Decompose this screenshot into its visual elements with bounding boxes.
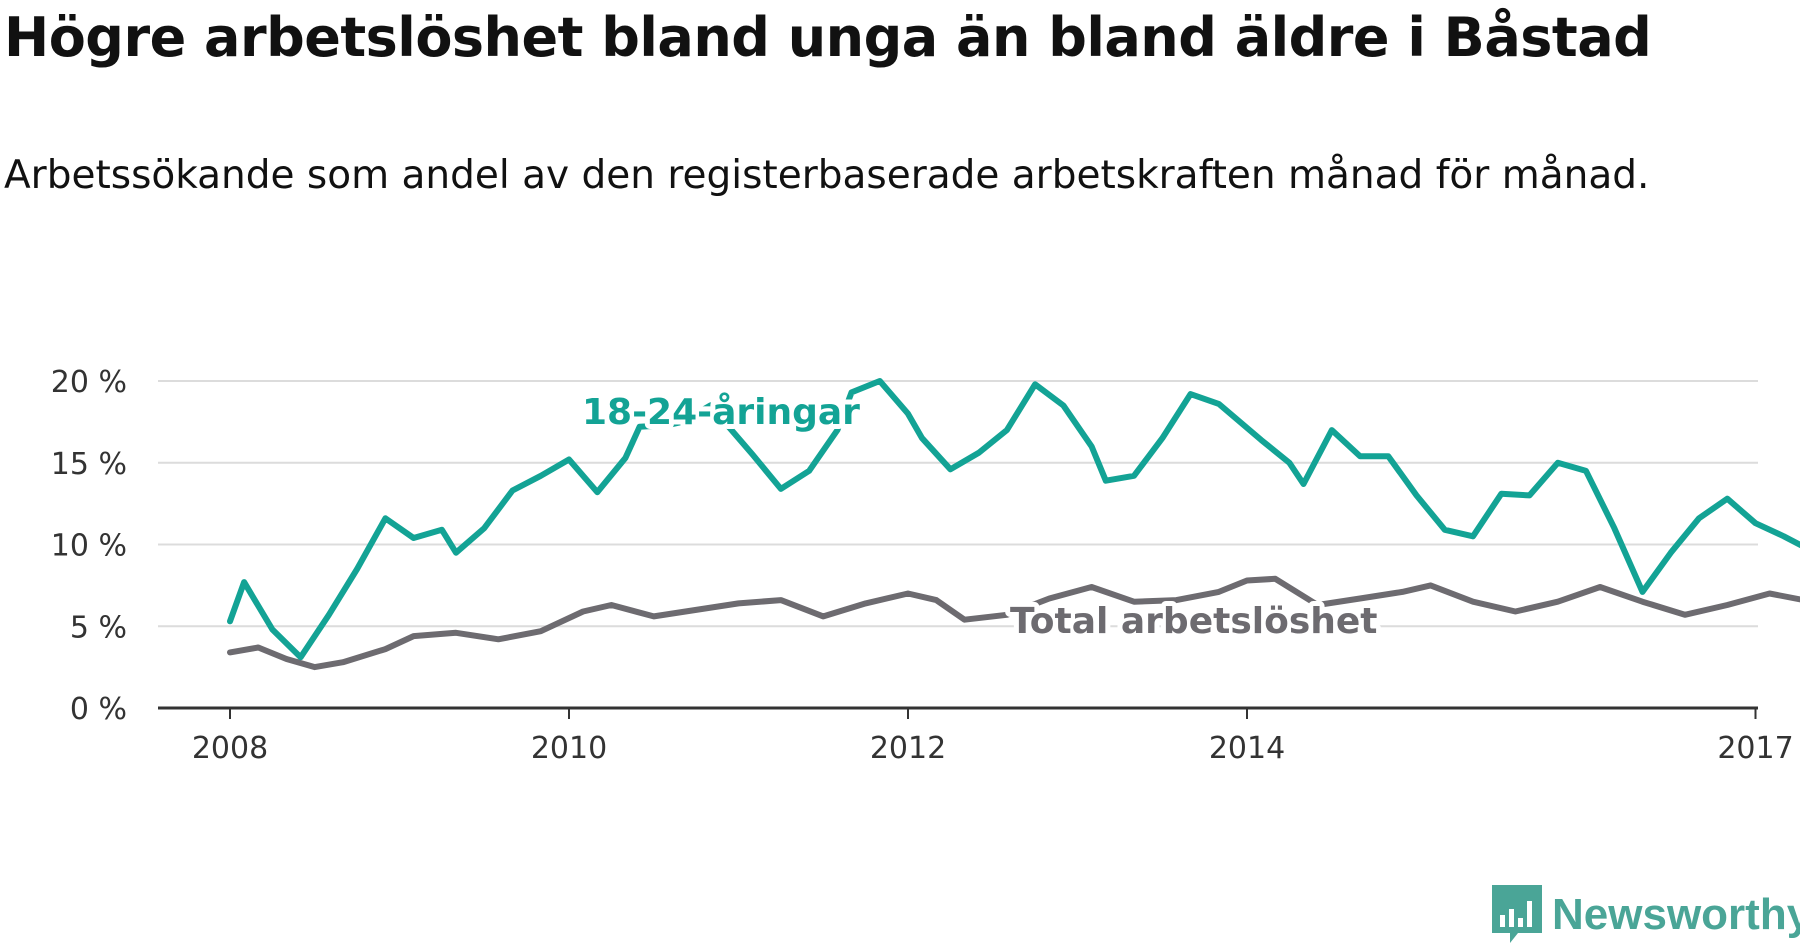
x-tick-label: 2017 (1717, 731, 1793, 766)
y-tick-label: 0 % (70, 692, 127, 727)
newsworthy-logo: Newsworthy (1492, 885, 1800, 945)
youth-series-label-halo: 18-24-åringar (582, 392, 860, 433)
series-lines (227, 378, 1800, 671)
y-tick-label: 15 % (51, 447, 127, 482)
youth-series-line (227, 378, 1800, 661)
y-tick-label: 20 % (51, 365, 127, 400)
total-series-line (227, 575, 1800, 671)
x-tick-label: 2014 (1209, 731, 1285, 766)
x-tick-label: 2012 (870, 731, 946, 766)
newsworthy-bar-chart-icon (1492, 885, 1542, 943)
y-tick-label: 5 % (70, 610, 127, 645)
total-series-label-text: Total arbetslöshet (1010, 601, 1378, 642)
gridlines (158, 380, 1758, 628)
chart-title: Högre arbetslöshet bland unga än bland ä… (4, 6, 1652, 69)
x-tick-label: 2008 (192, 731, 268, 766)
x-axis: 200820102012201420172019202120232025 (158, 706, 1794, 766)
y-tick-label: 10 % (51, 529, 127, 564)
total-series-label-halo: Total arbetslöshet (1010, 601, 1378, 642)
x-tick-label: 2010 (531, 731, 607, 766)
youth-series-label-text: 18-24-åringar (582, 392, 860, 433)
line-chart: 0 % 5 % 10 % 15 % 20 % 2008 2010 2012 2014 2017 2… (51, 365, 1800, 766)
y-axis-labels: 0 % 5 % 10 % 15 % 20 % (51, 365, 127, 727)
logo-text: Newsworthy (1552, 890, 1800, 939)
chart-subtitle: Arbetssökande som andel av den registerb… (4, 153, 1650, 198)
